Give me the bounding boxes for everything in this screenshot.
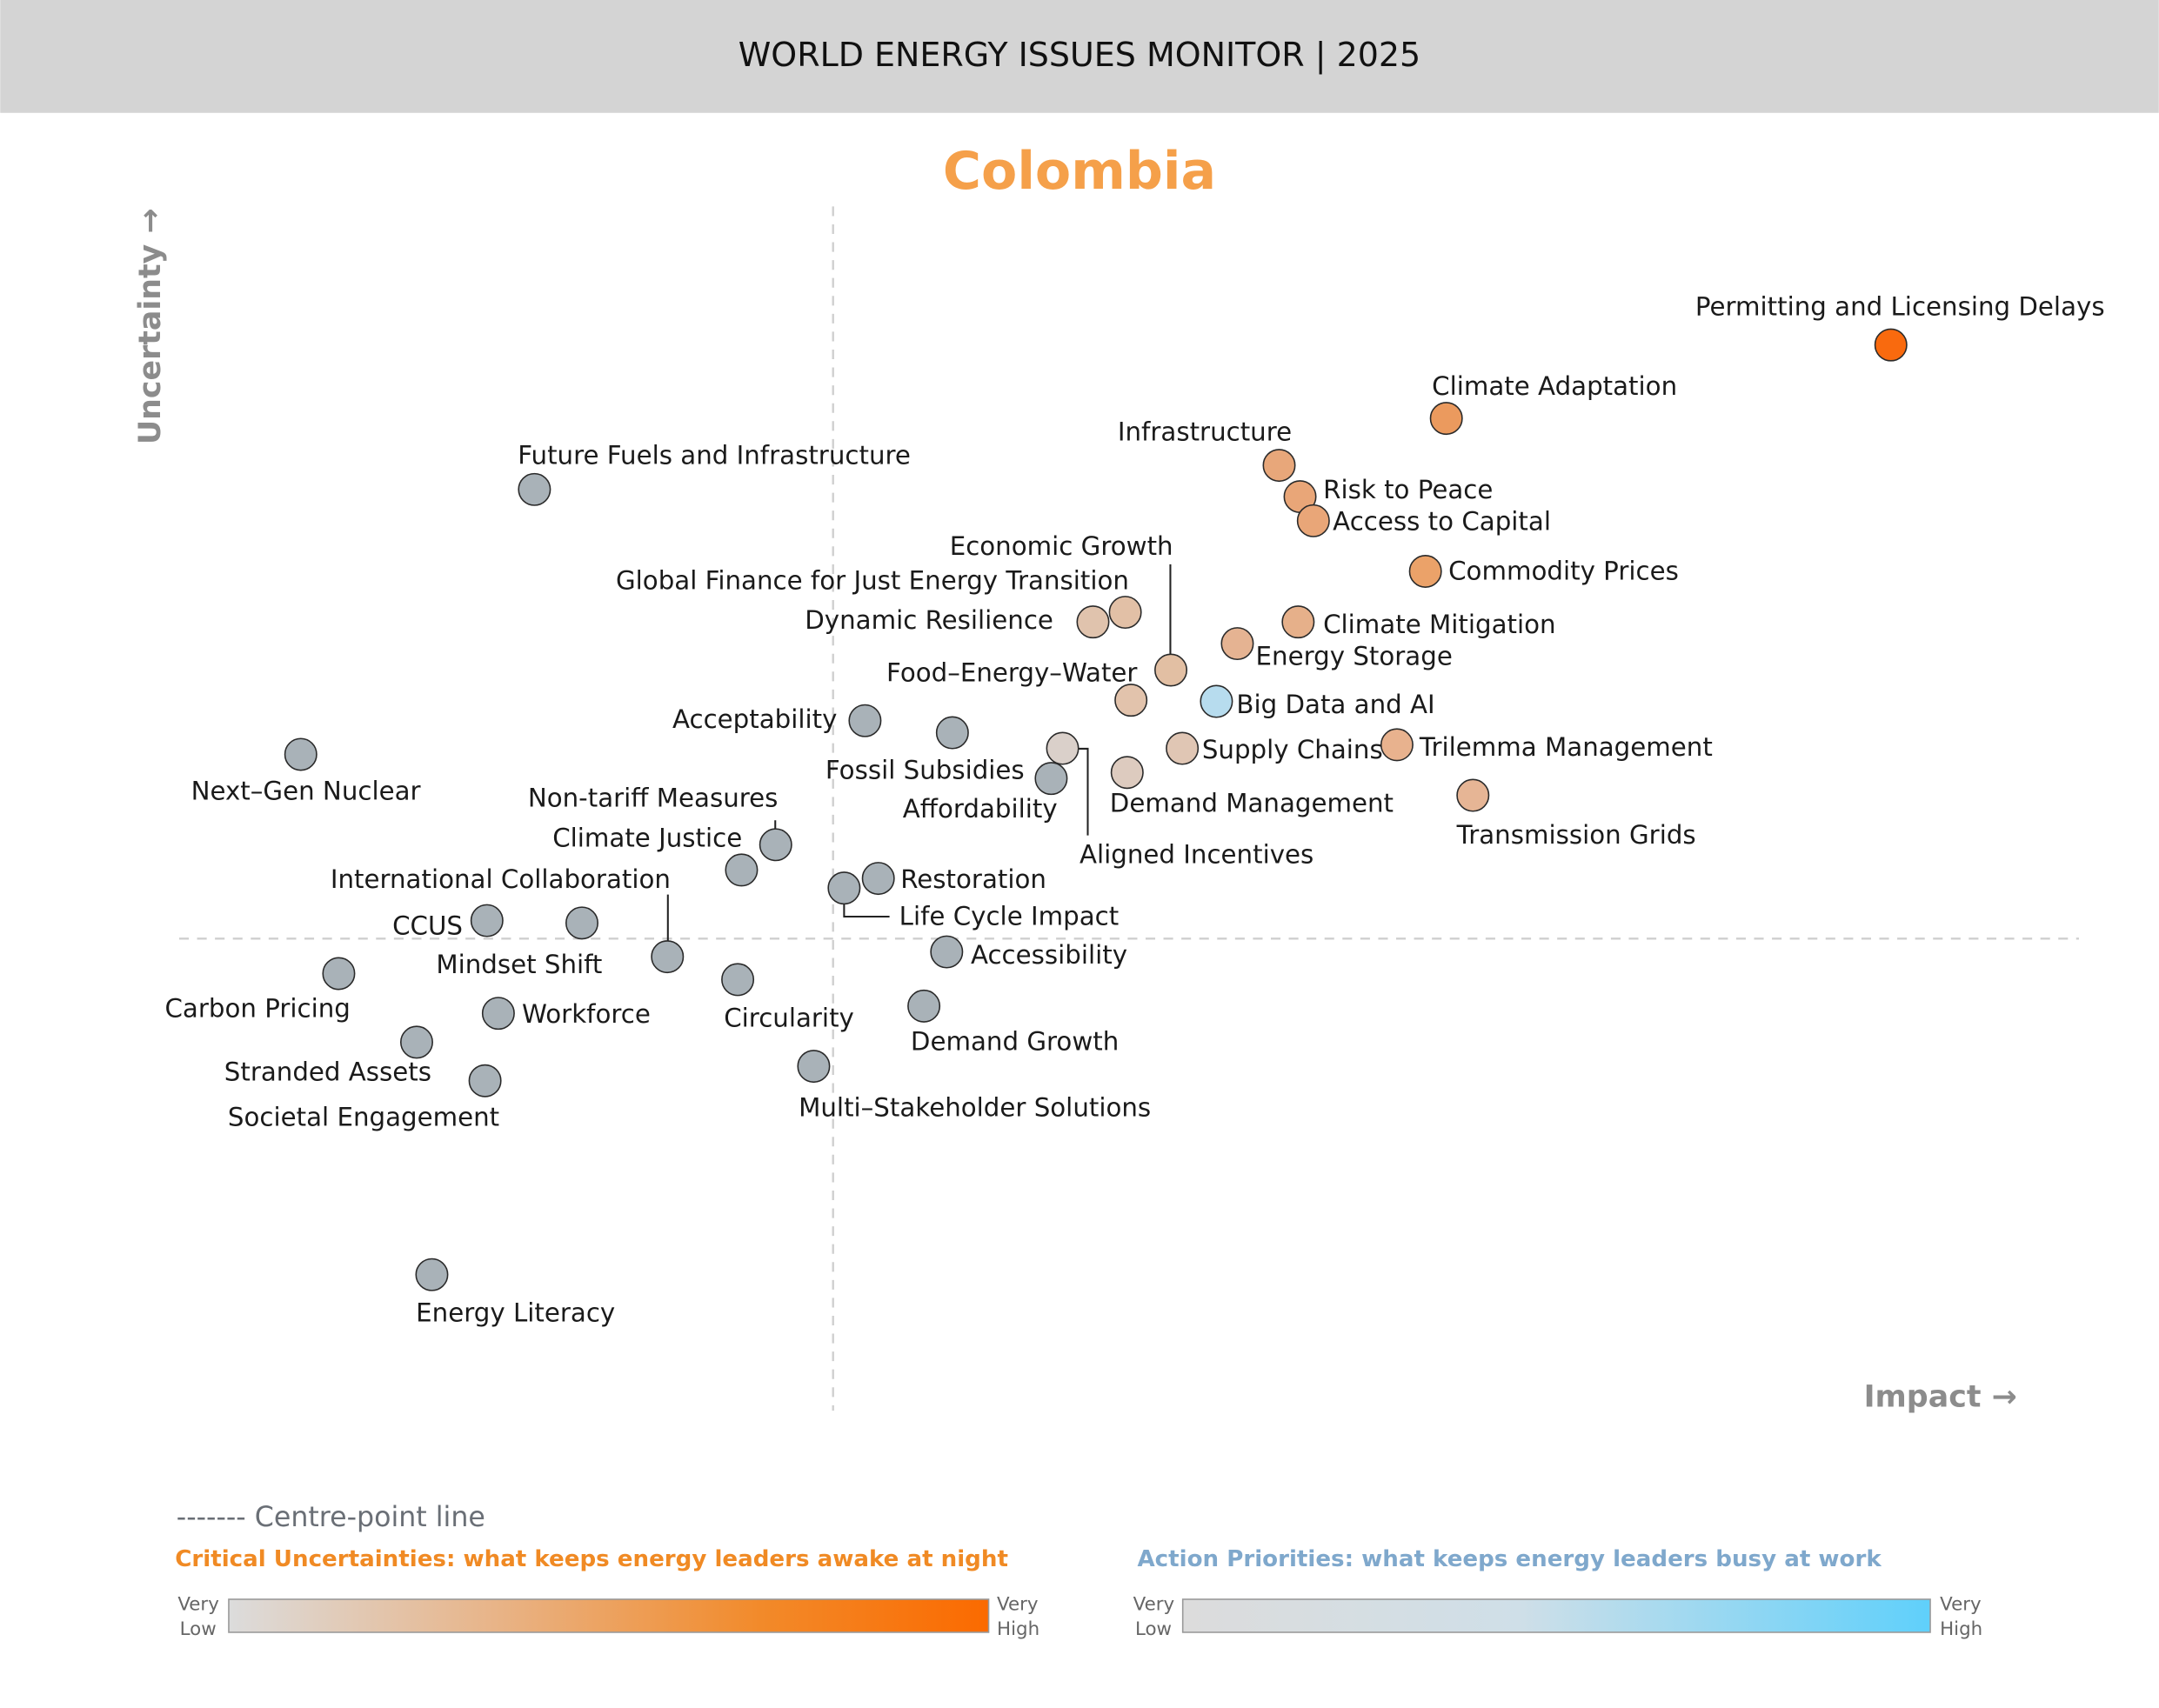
point-infrastructure[interactable] (1262, 449, 1296, 483)
point-global-finance-for-just-energy-transition[interactable] (1108, 596, 1142, 630)
label-life-cycle-impact: Life Cycle Impact (899, 902, 1120, 931)
y-axis-label: Uncertainty → (133, 208, 168, 444)
point-carbon-pricing[interactable] (322, 957, 356, 991)
label-global-finance-for-just-energy-transition: Global Finance for Just Energy Transitio… (616, 565, 1129, 595)
label-next-gen-nuclear: Next–Gen Nuclear (191, 776, 422, 805)
label-restoration: Restoration (900, 864, 1046, 894)
label-multi-stakeholder-solutions: Multi–Stakeholder Solutions (799, 1092, 1151, 1122)
label-economic-growth: Economic Growth (950, 531, 1173, 561)
point-multi-stakeholder-solutions[interactable] (797, 1050, 831, 1084)
point-non-tariff-measures[interactable] (759, 828, 792, 862)
label-infrastructure: Infrastructure (1118, 417, 1292, 446)
priority-gradient-bar (1181, 1598, 1931, 1633)
label-big-data-and-ai: Big Data and AI (1236, 690, 1434, 719)
label-aligned-incentives: Aligned Incentives (1080, 839, 1313, 869)
label-risk-to-peace: Risk to Peace (1323, 475, 1493, 504)
point-international-collaboration[interactable] (651, 940, 685, 974)
uncertainty-very-high: Very High (997, 1594, 1039, 1640)
label-demand-growth: Demand Growth (911, 1027, 1119, 1057)
point-big-data-and-ai[interactable] (1200, 684, 1233, 718)
point-energy-literacy[interactable] (415, 1258, 449, 1291)
header-bar (0, 0, 2159, 113)
point-workforce[interactable] (481, 997, 515, 1031)
point-future-fuels-and-infrastructure[interactable] (518, 472, 551, 506)
label-future-fuels-and-infrastructure: Future Fuels and Infrastructure (518, 440, 911, 470)
label-carbon-pricing: Carbon Pricing (164, 994, 350, 1024)
label-circularity: Circularity (724, 1004, 854, 1033)
point-supply-chains[interactable] (1166, 731, 1200, 765)
priority-very-low: Very Low (1133, 1594, 1175, 1640)
point-economic-growth[interactable] (1154, 653, 1188, 687)
label-permitting-and-licensing-delays: Permitting and Licensing Delays (1695, 291, 2105, 321)
point-acceptability[interactable] (848, 704, 882, 737)
point-ccus[interactable] (470, 904, 504, 937)
point-permitting-and-licensing-delays[interactable] (1874, 328, 1908, 362)
legend-centre-line: ------- Centre-point line (177, 1502, 485, 1533)
label-ccus: CCUS (392, 911, 463, 941)
label-mindset-shift: Mindset Shift (436, 950, 602, 979)
point-demand-management[interactable] (1110, 756, 1144, 790)
point-dynamic-resilience[interactable] (1076, 605, 1110, 639)
point-stranded-assets[interactable] (399, 1025, 433, 1059)
label-stranded-assets: Stranded Assets (224, 1057, 431, 1086)
label-energy-literacy: Energy Literacy (416, 1298, 615, 1327)
point-food-energy-water[interactable] (1114, 684, 1148, 717)
point-mindset-shift[interactable] (565, 906, 598, 940)
point-climate-justice[interactable] (725, 853, 759, 887)
label-dynamic-resilience: Dynamic Resilience (805, 605, 1053, 635)
point-next-gen-nuclear[interactable] (284, 737, 318, 771)
point-access-to-capital[interactable] (1296, 504, 1330, 537)
point-climate-mitigation[interactable] (1281, 605, 1315, 639)
priority-very-high: Very High (1940, 1594, 1982, 1640)
point-circularity[interactable] (721, 963, 755, 997)
point-commodity-prices[interactable] (1408, 554, 1442, 588)
label-energy-storage: Energy Storage (1256, 641, 1453, 671)
label-international-collaboration: International Collaboration (331, 864, 671, 894)
point-accessibility[interactable] (930, 935, 964, 969)
label-accessibility: Accessibility (971, 940, 1127, 970)
point-fossil-subsidies[interactable] (935, 716, 969, 750)
point-affordability[interactable] (1034, 762, 1068, 796)
label-food-energy-water: Food–Energy–Water (886, 657, 1138, 687)
label-climate-justice: Climate Justice (552, 823, 742, 852)
country-title: Colombia (943, 141, 1216, 202)
label-commodity-prices: Commodity Prices (1448, 556, 1679, 585)
label-affordability: Affordability (903, 794, 1058, 824)
header-title: WORLD ENERGY ISSUES MONITOR | 2025 (739, 36, 1420, 75)
uncertainty-very-low: Very Low (177, 1594, 219, 1640)
label-acceptability: Acceptability (672, 704, 837, 734)
x-axis-label: Impact → (1864, 1379, 2017, 1414)
point-energy-storage[interactable] (1220, 627, 1254, 661)
point-climate-adaptation[interactable] (1429, 402, 1463, 436)
point-demand-growth[interactable] (907, 989, 941, 1023)
point-life-cycle-impact[interactable] (827, 871, 861, 905)
labels-layer: Permitting and Licensing Delays Climate A… (164, 291, 2104, 1327)
label-demand-management: Demand Management (1110, 789, 1394, 818)
label-trilemma-management: Trilemma Management (1419, 732, 1713, 762)
label-fossil-subsidies: Fossil Subsidies (826, 756, 1025, 785)
label-societal-engagement: Societal Engagement (228, 1103, 499, 1132)
label-climate-adaptation: Climate Adaptation (1432, 371, 1677, 401)
label-climate-mitigation: Climate Mitigation (1323, 610, 1555, 639)
label-supply-chains: Supply Chains (1202, 735, 1383, 764)
point-aligned-incentives[interactable] (1046, 731, 1080, 765)
label-transmission-grids: Transmission Grids (1456, 820, 1696, 850)
point-trilemma-management[interactable] (1380, 728, 1414, 762)
legend-priorities-title: Action Priorities: what keeps energy lea… (1137, 1546, 1882, 1572)
uncertainty-gradient-bar (228, 1598, 990, 1633)
point-transmission-grids[interactable] (1456, 778, 1490, 812)
point-restoration[interactable] (861, 862, 895, 896)
point-societal-engagement[interactable] (468, 1064, 502, 1098)
label-non-tariff-measures: Non-tariff Measures (528, 783, 779, 812)
label-access-to-capital: Access to Capital (1333, 506, 1551, 536)
points-layer (284, 328, 1908, 1291)
label-workforce: Workforce (522, 999, 651, 1029)
legend-uncertainties-title: Critical Uncertainties: what keeps energ… (175, 1546, 1008, 1572)
